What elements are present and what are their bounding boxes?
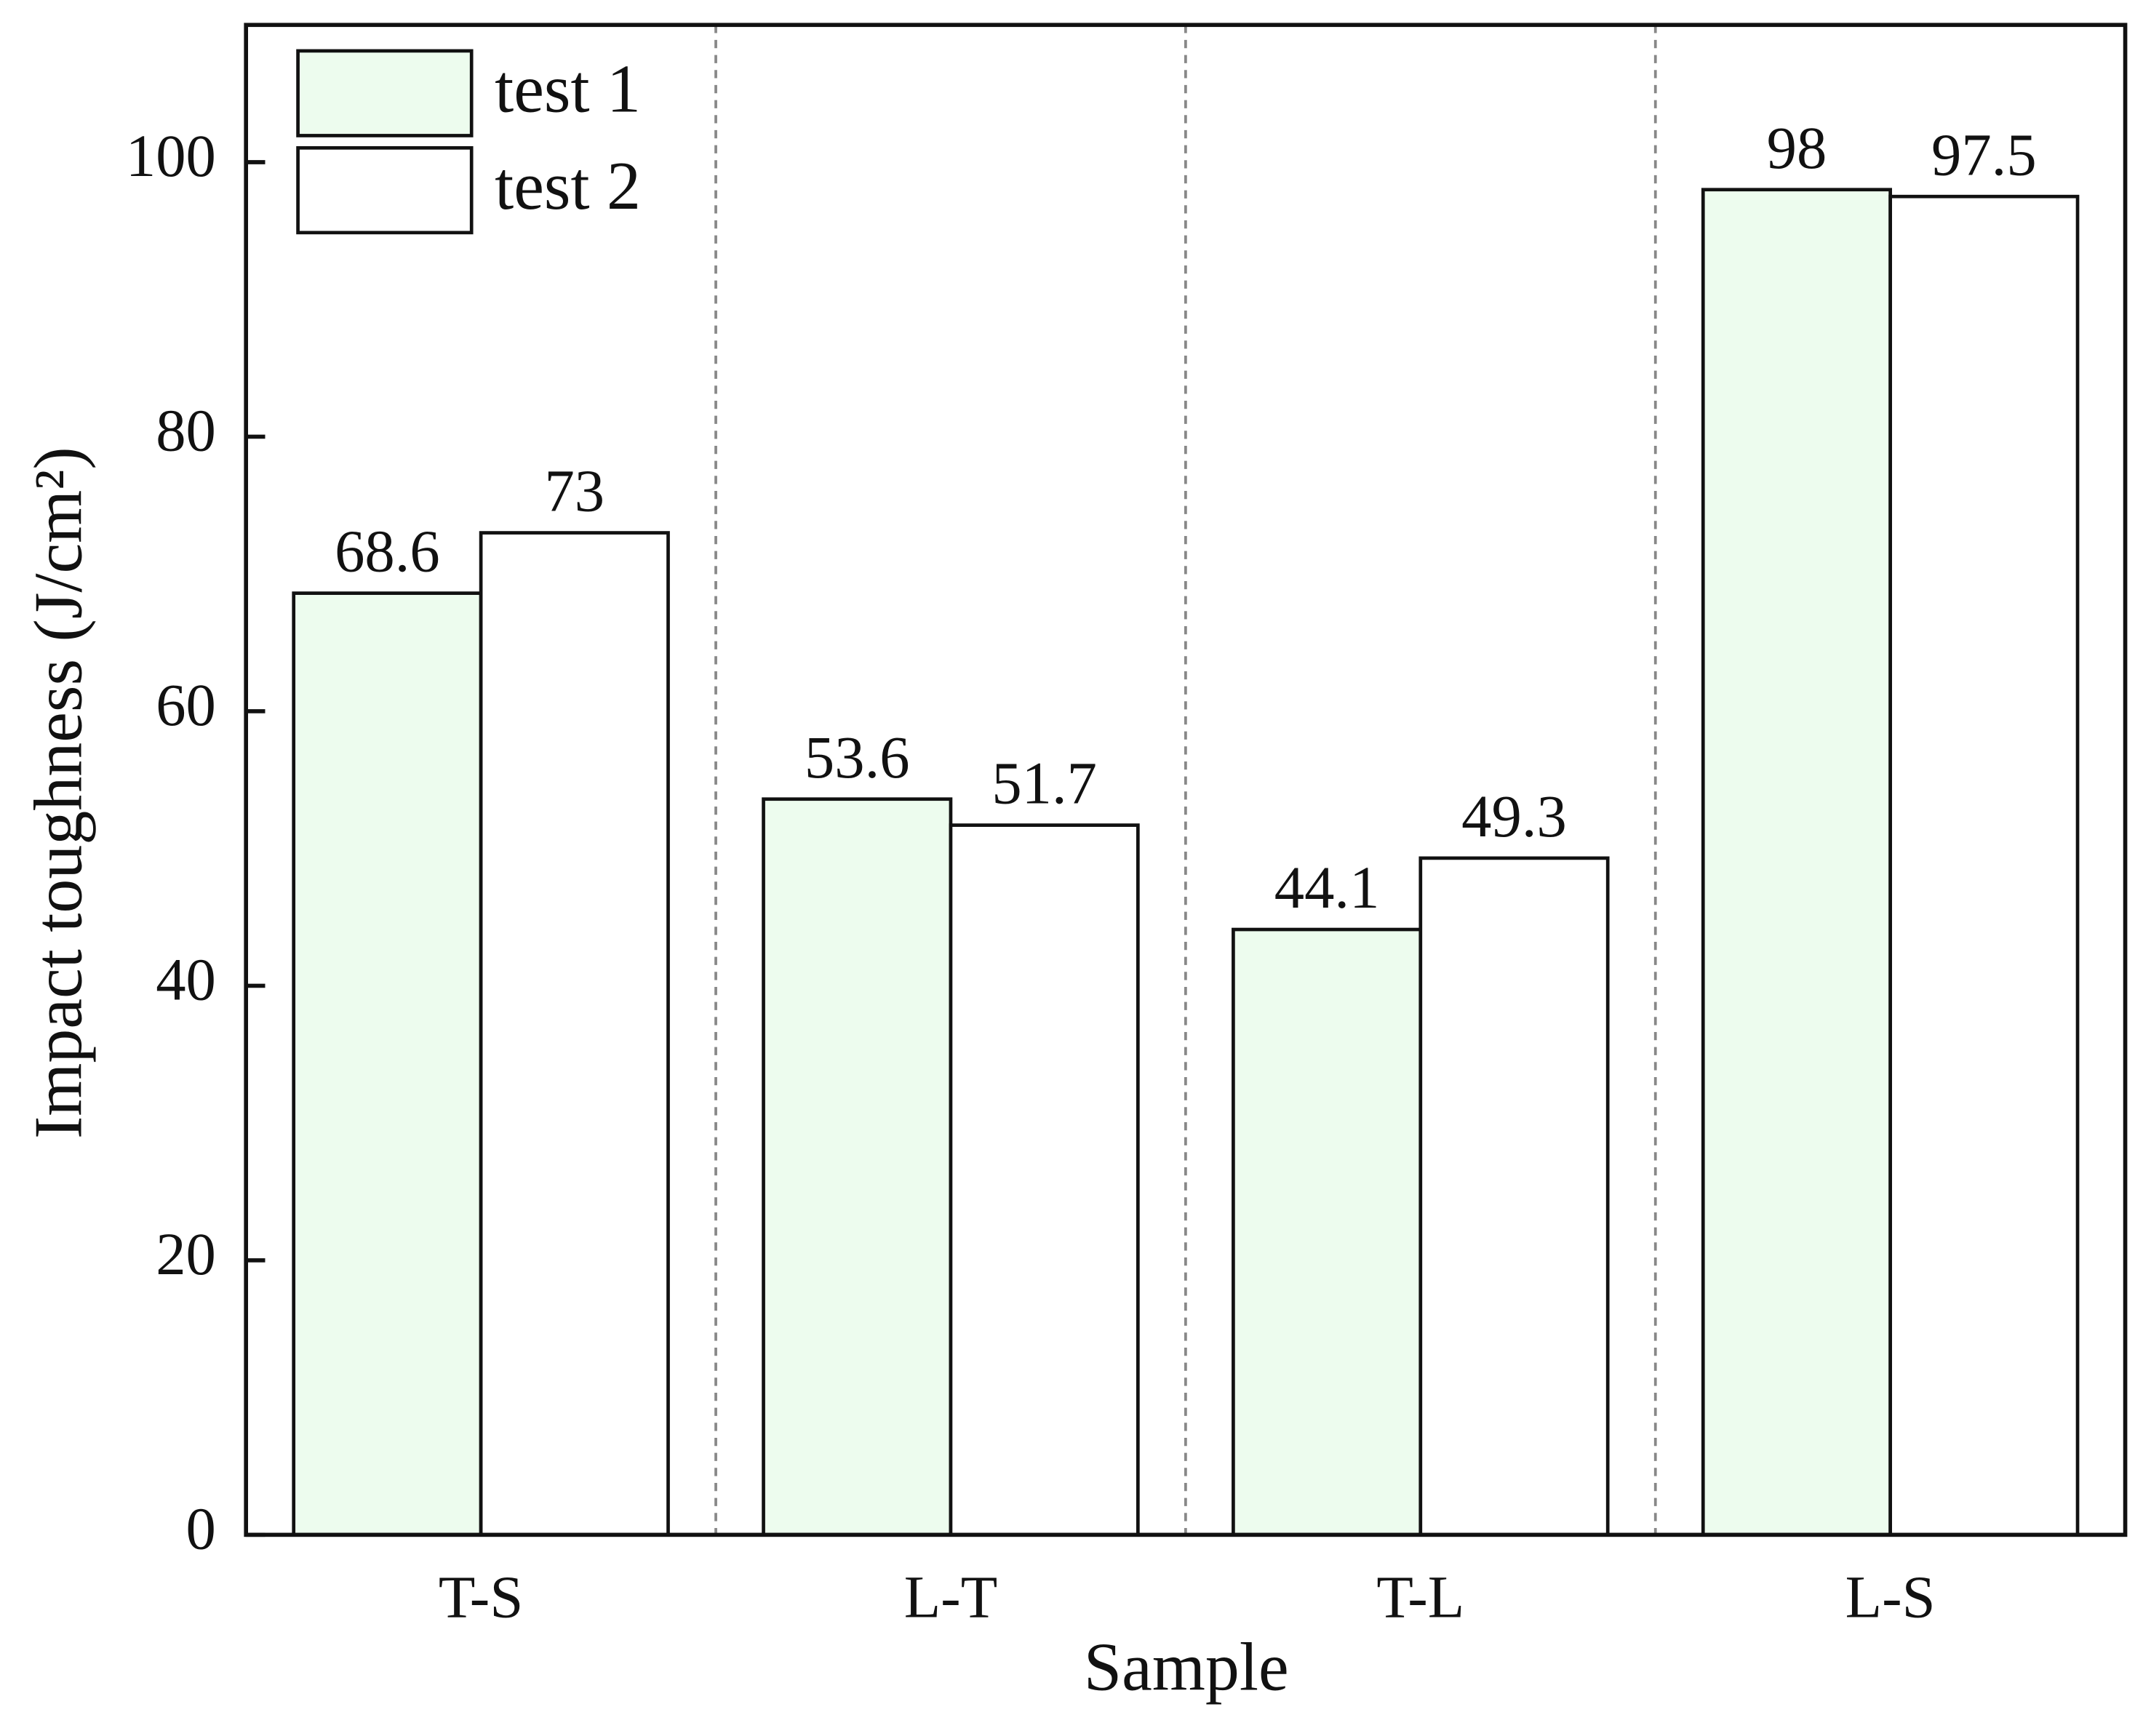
x-tick-label: L-T <box>904 1563 998 1630</box>
y-tick-label: 60 <box>156 671 216 738</box>
bar <box>1418 856 1610 1537</box>
value-label: 51.7 <box>991 750 1097 817</box>
y-tick-label: 100 <box>126 122 216 189</box>
legend-label: test 1 <box>495 52 641 127</box>
bar <box>1232 927 1423 1537</box>
value-label: 53.6 <box>805 724 910 791</box>
x-tick-label: T-S <box>439 1563 523 1630</box>
value-label: 73 <box>544 457 604 524</box>
value-label: 97.5 <box>1931 121 2037 188</box>
bar <box>762 797 953 1537</box>
bar <box>949 823 1140 1537</box>
bar <box>1888 194 2080 1537</box>
x-axis-label: Sample <box>1084 1630 1289 1705</box>
y-tick-label: 20 <box>156 1220 216 1287</box>
x-tick-label: L-S <box>1845 1563 1936 1630</box>
value-label: 68.6 <box>335 518 440 585</box>
x-tick-label: T-L <box>1376 1563 1464 1630</box>
bar <box>1701 188 1893 1537</box>
bar <box>479 531 670 1537</box>
value-label: 49.3 <box>1461 783 1567 849</box>
plot-frame <box>244 23 2128 1537</box>
y-tick-label: 40 <box>156 945 216 1012</box>
value-label: 44.1 <box>1274 854 1380 921</box>
value-label: 98 <box>1767 114 1827 181</box>
legend-swatch <box>296 49 474 137</box>
y-tick-label: 0 <box>186 1495 216 1561</box>
legend-label: test 2 <box>495 148 641 224</box>
y-tick-label: 80 <box>156 396 216 463</box>
bar <box>292 591 483 1537</box>
y-axis-label: Impact toughness (J/cm²) <box>21 447 97 1139</box>
legend-swatch <box>296 146 474 235</box>
